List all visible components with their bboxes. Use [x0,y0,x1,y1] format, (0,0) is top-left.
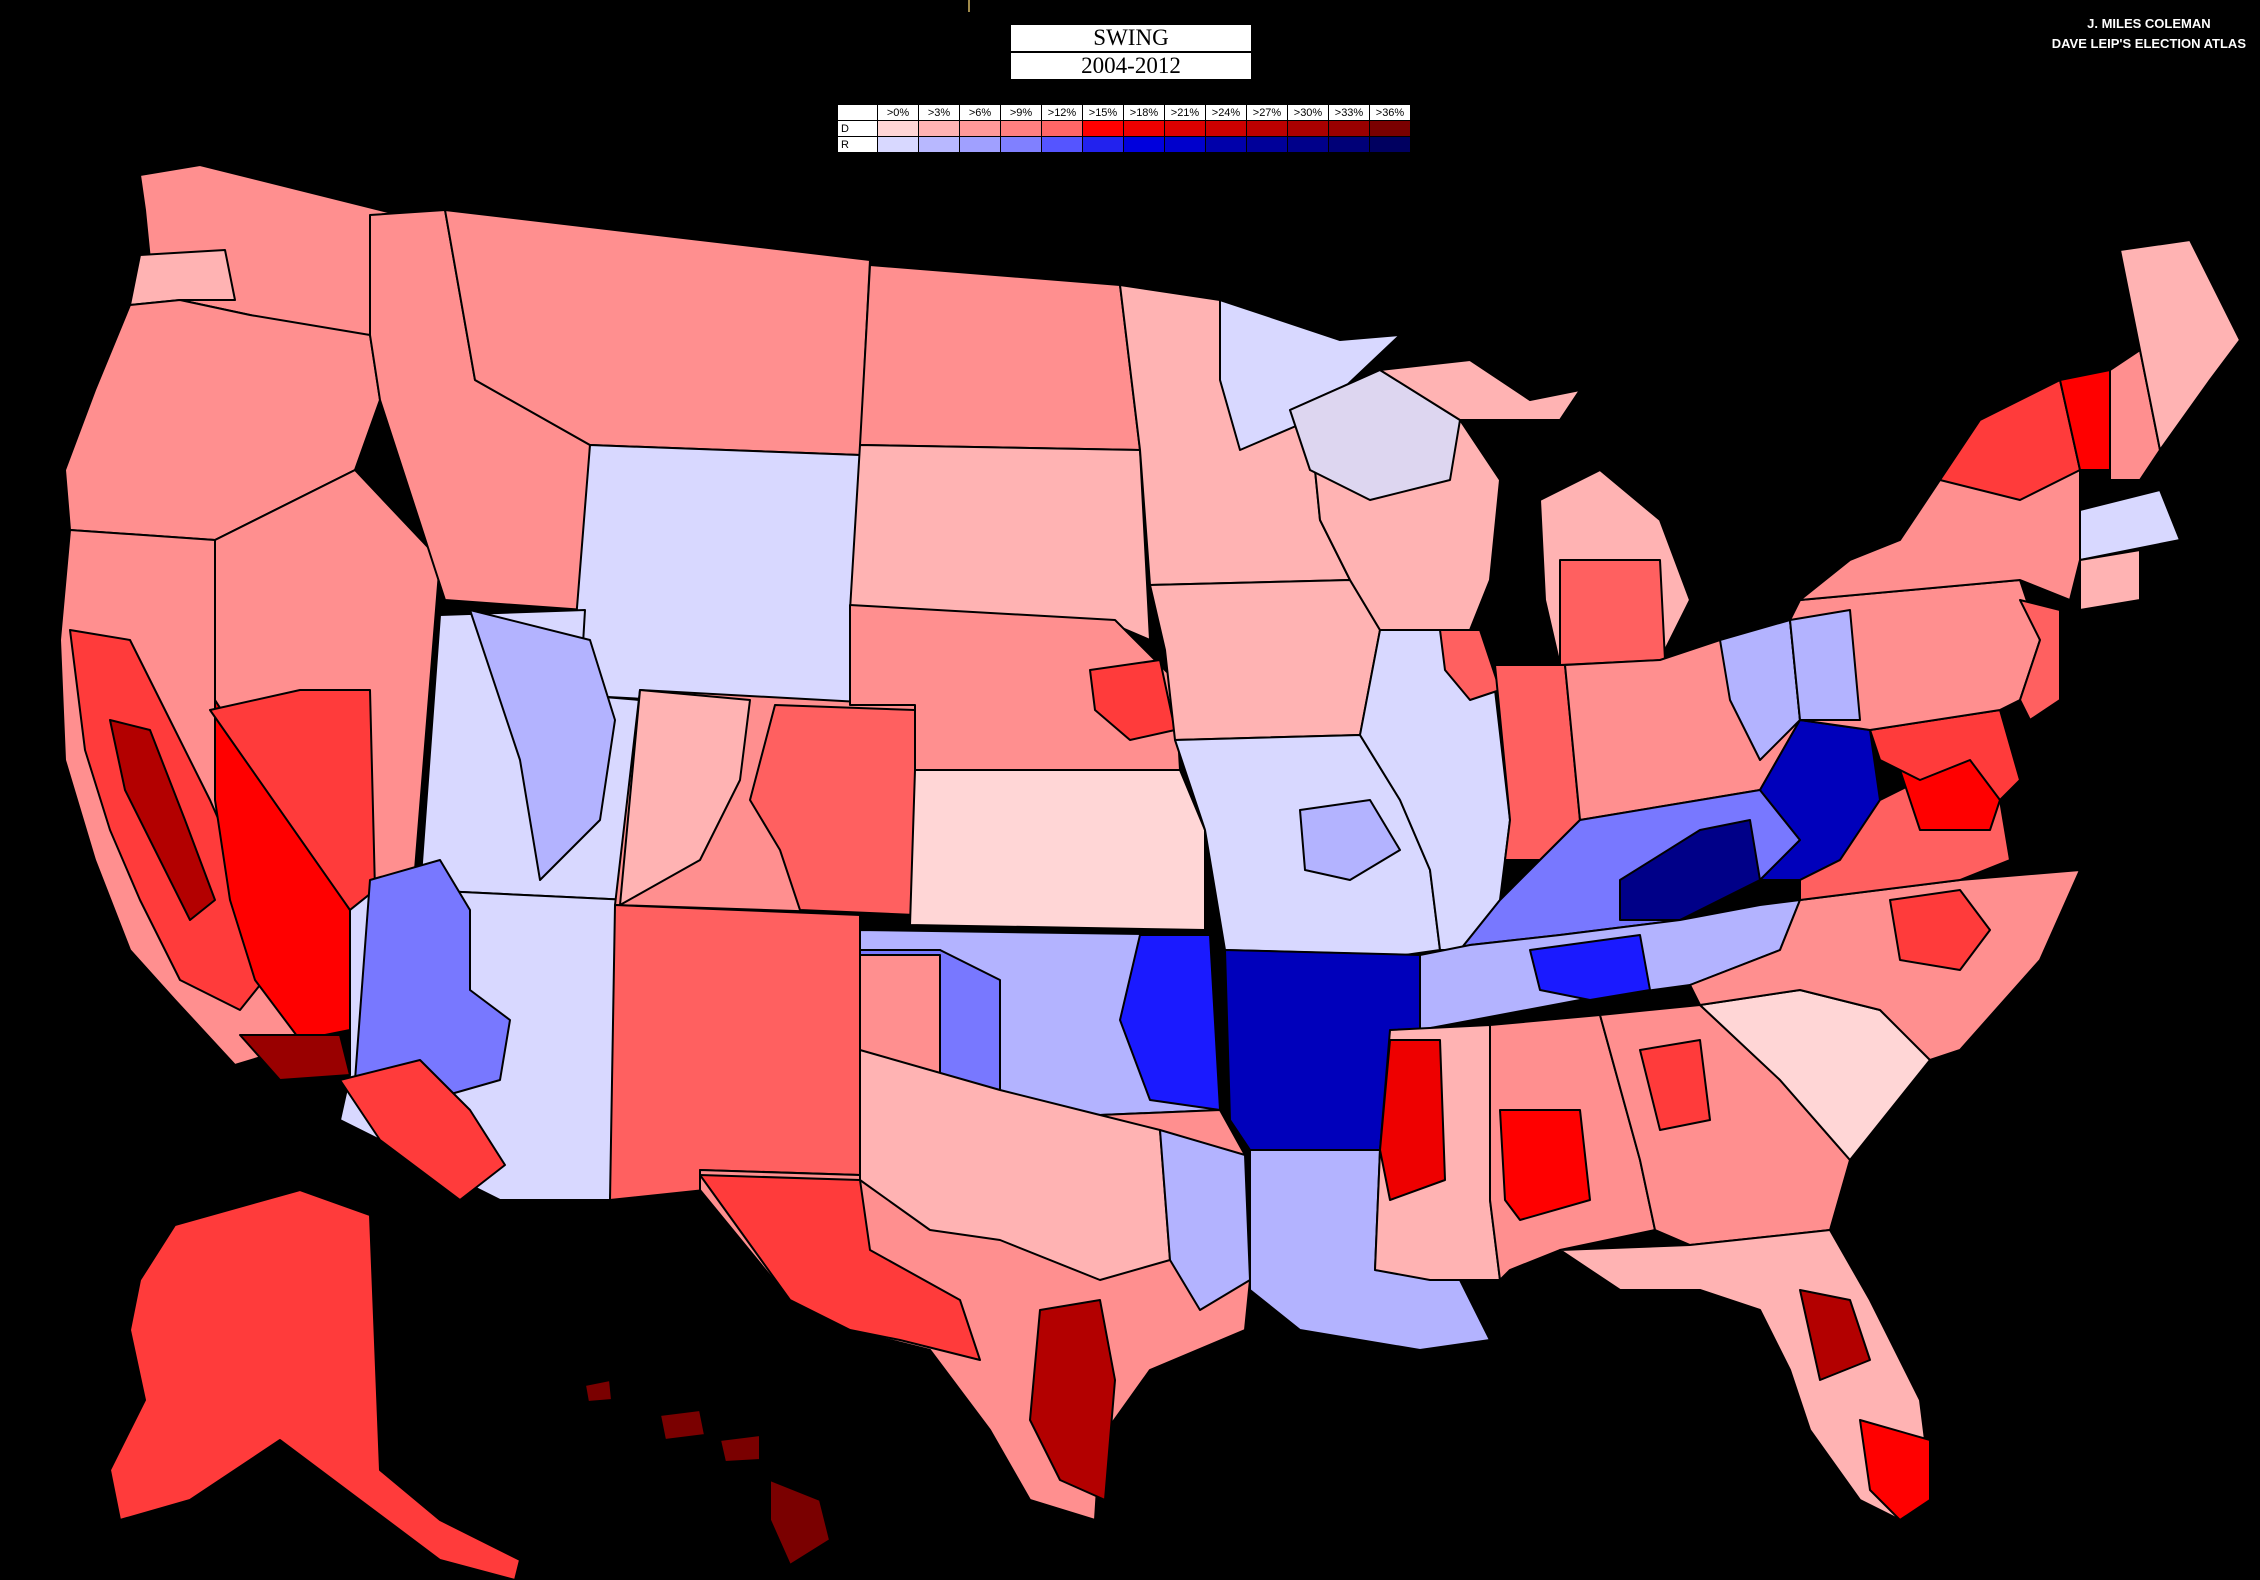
legend-swatch [877,120,919,137]
legend-swatch [1369,120,1411,137]
legend-swatch [1246,120,1288,137]
region-new-mexico [609,904,861,1201]
legend-row-r: R [837,136,1411,153]
region-missouri-central [1299,799,1401,881]
region-hawaii-2 [659,1409,706,1441]
credit-source: DAVE LEIP'S ELECTION ATLAS [2051,36,2246,51]
region-nevada-south [209,689,376,911]
legend-row-label: R [837,136,878,153]
region-hawaii-3 [719,1434,761,1463]
legend-swatch [1082,136,1124,153]
region-hawaii-1 [584,1379,613,1403]
legend-threshold: >9% [1000,104,1042,121]
legend-threshold: >30% [1287,104,1329,121]
top-guide-line [968,0,970,12]
legend-swatch [1369,136,1411,153]
region-maine [2119,239,2241,451]
legend-threshold: >24% [1205,104,1247,121]
region-texas-west [699,1174,981,1361]
region-utah-north [469,609,616,881]
legend-swatch [1000,120,1042,137]
color-legend: >0% >3% >6% >9% >12% >15% >18% >21% >24%… [837,104,1411,153]
region-new-hampshire [2109,349,2161,481]
legend-swatch [877,136,919,153]
legend-swatch [1041,120,1083,137]
legend-threshold: >33% [1328,104,1370,121]
legend-swatch [1287,136,1329,153]
legend-swatch [1287,120,1329,137]
region-ohio-east [1719,619,1801,761]
title-box: SWING 2004-2012 [1009,23,1253,81]
legend-swatch [1123,136,1165,153]
map-subtitle: 2004-2012 [1011,51,1251,79]
map-title: SWING [1093,25,1169,50]
legend-threshold: >0% [877,104,919,121]
legend-swatch [1123,120,1165,137]
legend-threshold: >21% [1164,104,1206,121]
region-washington-west [129,249,236,306]
legend-swatch [959,120,1001,137]
region-maryland [1869,709,2021,801]
region-alaska [109,1189,521,1580]
region-massachusetts [2079,489,2181,561]
region-connecticut [2079,549,2141,611]
legend-swatch [918,120,960,137]
legend-threshold: >3% [918,104,960,121]
region-pennsylvania-west [1789,609,1861,721]
legend-header-row: >0% >3% >6% >9% >12% >15% >18% >21% >24%… [837,104,1411,121]
legend-swatch [1246,136,1288,153]
legend-swatch [1082,120,1124,137]
legend-threshold: >12% [1041,104,1083,121]
region-florida-central [1799,1289,1871,1381]
credit-author: J. MILES COLEMAN [2087,16,2211,31]
region-nebraska-omaha [1089,659,1176,741]
region-texas-east [1159,1129,1251,1311]
region-new-jersey [2019,599,2061,721]
legend-corner [837,104,878,121]
legend-swatch [1041,136,1083,153]
legend-swatch [1164,136,1206,153]
legend-threshold: >36% [1369,104,1411,121]
region-texas-rio [1029,1299,1116,1501]
legend-swatch [918,136,960,153]
region-michigan-up [1379,359,1581,421]
region-colorado-west [619,689,751,906]
region-south-dakota [849,444,1151,641]
legend-threshold: >15% [1082,104,1124,121]
region-north-carolina-east [1889,889,1991,971]
region-iowa [1149,579,1381,741]
region-oklahoma-east [1119,934,1221,1111]
region-tennessee-middle [1529,934,1651,1001]
legend-swatch [959,136,1001,153]
legend-row-d: D [837,120,1411,137]
region-alabama-black-belt [1499,1109,1591,1221]
region-wyoming [569,444,861,711]
legend-threshold: >27% [1246,104,1288,121]
region-michigan-south [1559,559,1666,666]
legend-swatch [1205,136,1247,153]
region-north-dakota [859,264,1141,451]
credit-block: J. MILES COLEMAN DAVE LEIP'S ELECTION AT… [2052,14,2246,54]
region-kansas [909,769,1206,931]
legend-row-label: D [837,120,878,137]
region-texas-north [859,1049,1171,1281]
region-hawaii-4 [769,1479,831,1566]
region-california-valley [109,719,216,921]
region-illinois-chicago [1439,629,1501,701]
legend-swatch [1164,120,1206,137]
region-florida-south [1859,1419,1931,1521]
legend-threshold: >6% [959,104,1001,121]
region-mississippi-delta [1379,1039,1446,1201]
legend-swatch [1328,120,1370,137]
legend-swatch [1000,136,1042,153]
region-arizona-south [339,1059,506,1201]
legend-swatch [1205,120,1247,137]
legend-swatch [1328,136,1370,153]
region-georgia-atlanta [1639,1039,1711,1131]
legend-threshold: >18% [1123,104,1165,121]
